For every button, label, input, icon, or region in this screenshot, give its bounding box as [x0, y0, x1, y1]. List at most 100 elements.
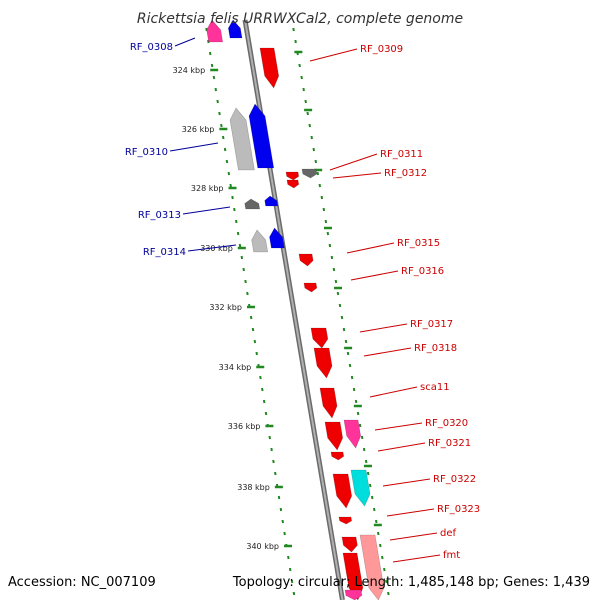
ruler-dot: [277, 495, 281, 500]
genome-backbone: [242, 19, 345, 600]
ruler-dot: [318, 183, 322, 188]
gene-feature: [330, 451, 345, 461]
label-leader-line: [309, 48, 358, 62]
gene-feature: [350, 469, 371, 507]
ruler-dot: [264, 411, 268, 416]
gene-feature: [228, 19, 243, 39]
ruler-dot: [261, 387, 264, 392]
ruler-dot: [304, 99, 307, 104]
ruler-dot: [259, 375, 262, 380]
ruler-dot: [218, 111, 221, 116]
ruler-dot: [287, 555, 290, 560]
label-leader-line: [377, 442, 426, 452]
ruler-dot: [372, 507, 376, 512]
gene-label: RF_0313: [138, 210, 181, 221]
gene-feature: [319, 387, 338, 419]
gene-feature: [343, 419, 361, 449]
tick-label: 338 kbp: [237, 483, 270, 492]
gene-label: RF_0314: [143, 247, 186, 258]
ruler-dot: [227, 171, 231, 176]
ruler-dot: [320, 195, 324, 200]
ruler-dot: [310, 135, 313, 140]
gene-feature: [332, 473, 353, 509]
label-leader-line: [359, 323, 408, 333]
ruler-dot: [332, 267, 336, 272]
ruler-dot: [253, 339, 257, 344]
gene-feature: [269, 227, 285, 249]
label-leader-line: [346, 242, 395, 254]
ruler-dot: [279, 507, 283, 512]
ruler-dot: [306, 111, 309, 116]
label-leader-line: [392, 554, 441, 563]
label-leader-line: [332, 172, 382, 179]
gene-features: [206, 19, 385, 600]
tick-label: 326 kbp: [182, 125, 215, 134]
tick-label: 336 kbp: [228, 422, 261, 431]
map-title: Rickettsia felis URRWXCal2, complete gen…: [137, 11, 463, 27]
ruler-dot: [338, 303, 342, 308]
ruler-dot: [336, 291, 340, 296]
tick-label: 332 kbp: [209, 303, 242, 312]
ruler-dot: [216, 99, 219, 104]
label-leader-line: [386, 508, 435, 517]
accession-text: Accession: NC_007109: [8, 575, 156, 590]
gene-feature: [338, 516, 352, 525]
gene-feature: [248, 103, 275, 169]
label-leader-line: [369, 386, 418, 398]
ruler-dot: [350, 375, 354, 380]
ruler-dot: [366, 471, 370, 476]
label-leader-line: [174, 37, 196, 47]
ruler-dot: [370, 495, 374, 500]
ruler-dot: [322, 207, 326, 212]
label-leader-line: [329, 153, 378, 171]
tick-label: 324 kbp: [173, 66, 206, 75]
ruler-dot: [330, 255, 334, 260]
gene-label: RF_0323: [437, 504, 480, 515]
ruler-dot: [352, 387, 356, 392]
gene-label: RF_0320: [425, 418, 468, 429]
label-leader-line: [350, 270, 399, 281]
label-leader-line: [389, 532, 438, 541]
ruler-dot: [274, 471, 277, 476]
tick-label: 330 kbp: [200, 244, 233, 253]
ruler-dot: [220, 123, 223, 128]
gene-feature: [229, 107, 255, 171]
ruler-dot: [354, 399, 358, 404]
label-leader-line: [382, 478, 431, 487]
ruler-dot: [362, 447, 366, 452]
ruler-dot: [255, 351, 258, 356]
ruler-dot: [229, 183, 232, 188]
ruler-dot: [272, 459, 275, 464]
tick-label: 340 kbp: [246, 542, 279, 551]
ruler-dot: [262, 399, 266, 404]
ruler-dot: [346, 351, 350, 356]
gene-feature: [359, 534, 385, 600]
gene-feature: [206, 19, 224, 43]
ruler-dot: [238, 243, 242, 248]
backbone-line: [244, 19, 344, 600]
ruler-dot: [356, 411, 360, 416]
gene-feature: [285, 171, 300, 181]
ruler-dot: [214, 87, 218, 92]
ruler-dot: [344, 339, 348, 344]
ruler-dot: [270, 447, 273, 452]
label-leader-line: [182, 206, 231, 215]
gene-label: RF_0322: [433, 474, 476, 485]
ruler-dot: [246, 291, 249, 296]
ruler-dot: [328, 243, 332, 248]
ruler-dot: [314, 159, 318, 164]
gene-label: def: [440, 528, 457, 539]
ruler-dot: [360, 435, 364, 440]
ruler-dot: [342, 327, 346, 332]
ruler-dot: [385, 579, 388, 584]
gene-label: RF_0310: [125, 147, 168, 158]
ruler-dot: [379, 543, 382, 548]
gene-label: RF_0318: [414, 343, 457, 354]
gene-labels: RF_0308 RF_0310 RF_0313 RF_0314 RF_0309 RF_03…: [125, 37, 480, 563]
gene-label: RF_0311: [380, 149, 423, 160]
ruler-dot: [302, 87, 305, 92]
ruler-dot: [212, 75, 216, 80]
ruler-dot: [316, 171, 320, 176]
gene-feature: [301, 168, 318, 179]
ruler-dot: [223, 147, 227, 152]
